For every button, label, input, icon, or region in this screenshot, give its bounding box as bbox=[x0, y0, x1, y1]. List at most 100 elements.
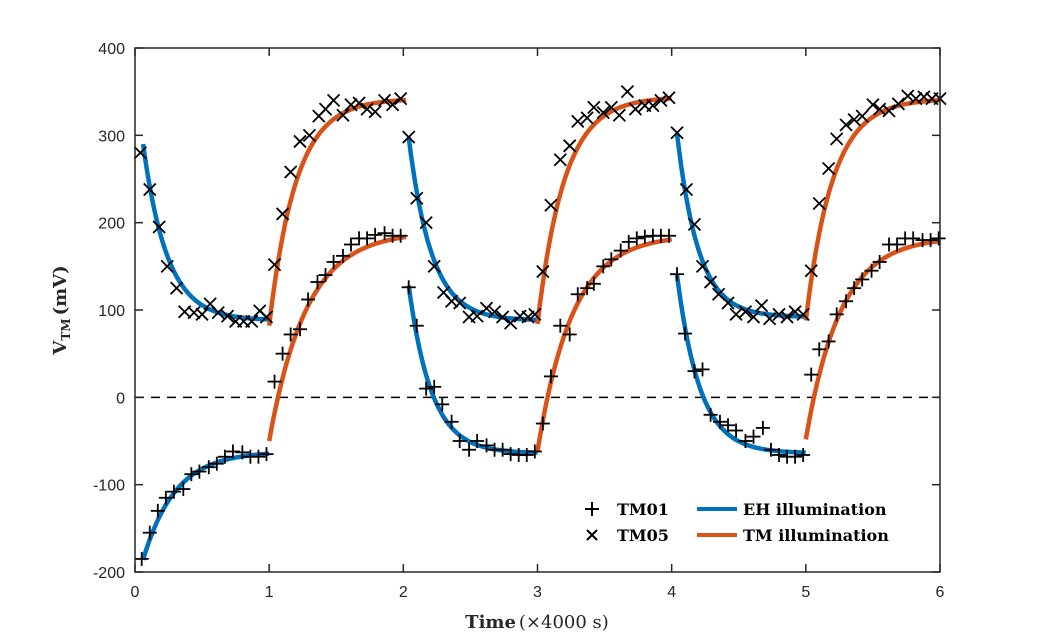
data-point-tm01-66 bbox=[687, 364, 702, 379]
cross-marker-b bbox=[283, 165, 298, 179]
cross-marker-b bbox=[762, 312, 777, 326]
x-tick-label: 4 bbox=[667, 584, 676, 601]
data-point-tm05-86 bbox=[855, 109, 869, 123]
data-point-tm05-78 bbox=[788, 305, 802, 319]
cross-marker-b bbox=[504, 316, 518, 330]
cross-marker-b bbox=[487, 305, 502, 319]
data-point-tm01-52 bbox=[570, 287, 585, 302]
cross-marker-b bbox=[528, 307, 542, 322]
cross-marker-b bbox=[612, 108, 626, 122]
data-point-tm01-32 bbox=[401, 280, 416, 295]
data-point-tm05-29 bbox=[377, 93, 392, 108]
cross-marker-b bbox=[133, 146, 148, 160]
x-tick-label: 5 bbox=[801, 584, 810, 601]
data-point-tm01-40 bbox=[470, 434, 485, 448]
data-point-tm05-74 bbox=[754, 298, 769, 313]
data-point-tm05-61 bbox=[646, 99, 660, 113]
data-point-tm05-0 bbox=[133, 146, 148, 160]
data-point-tm01-48 bbox=[535, 416, 550, 431]
cross-marker-b bbox=[738, 305, 753, 319]
cross-marker-b bbox=[754, 298, 769, 313]
data-point-tm01-41 bbox=[479, 438, 494, 453]
data-point-tm01-34 bbox=[419, 381, 434, 396]
data-point-tm01-82 bbox=[821, 334, 836, 349]
data-point-tm05-23 bbox=[326, 93, 341, 108]
cross-marker-b bbox=[847, 112, 861, 127]
cross-marker-b bbox=[772, 307, 786, 322]
cross-marker-b bbox=[788, 305, 802, 319]
cross-marker-b bbox=[352, 96, 366, 110]
data-point-tm05-80 bbox=[804, 264, 818, 278]
data-point-tm05-43 bbox=[495, 310, 510, 324]
data-point-tm05-72 bbox=[738, 305, 753, 319]
cross-marker-b bbox=[587, 100, 601, 115]
data-point-tm05-87 bbox=[866, 98, 880, 112]
cross-marker-b bbox=[259, 310, 274, 324]
data-point-tm05-15 bbox=[259, 310, 274, 324]
legend-box bbox=[575, 492, 935, 550]
data-point-tm01-70 bbox=[721, 418, 736, 433]
data-point-tm05-37 bbox=[444, 294, 459, 308]
data-point-tm01-1 bbox=[142, 525, 157, 540]
cross-marker-b bbox=[143, 182, 157, 197]
data-point-tm05-35 bbox=[427, 259, 441, 273]
data-point-tm05-54 bbox=[587, 100, 601, 115]
data-point-tm05-79 bbox=[796, 307, 810, 322]
data-point-tm05-58 bbox=[620, 85, 635, 99]
data-point-tm05-40 bbox=[470, 309, 484, 323]
data-point-tm05-7 bbox=[195, 307, 209, 322]
cross-marker-b bbox=[479, 301, 494, 315]
data-point-tm05-92 bbox=[909, 92, 923, 106]
cross-marker-b bbox=[220, 309, 235, 323]
data-point-tm01-0 bbox=[134, 551, 149, 566]
data-point-tm01-28 bbox=[368, 227, 383, 242]
legend: TM01 TM05 EH illumination TM illuminatio… bbox=[575, 492, 935, 550]
data-point-tm01-54 bbox=[586, 276, 601, 291]
data-point-tm01-49 bbox=[543, 369, 558, 384]
data-point-tm05-48 bbox=[536, 264, 550, 279]
data-point-tm01-90 bbox=[890, 237, 905, 252]
cross-marker-b bbox=[444, 294, 459, 308]
data-point-tm01-8 bbox=[201, 460, 216, 475]
data-point-tm05-32 bbox=[402, 130, 416, 144]
cross-marker-b bbox=[796, 307, 810, 322]
cross-marker-b bbox=[187, 305, 201, 320]
data-point-tm01-50 bbox=[553, 318, 568, 333]
data-point-tm01-88 bbox=[872, 254, 887, 269]
data-point-tm05-47 bbox=[528, 307, 542, 322]
legend-tm01-label: TM01 bbox=[617, 500, 669, 519]
data-point-tm01-23 bbox=[326, 254, 341, 269]
data-point-tm05-18 bbox=[283, 165, 298, 179]
data-point-tm05-4 bbox=[169, 281, 184, 295]
data-point-tm01-55 bbox=[596, 259, 611, 274]
data-point-tm05-16 bbox=[267, 257, 282, 272]
data-point-tm05-73 bbox=[746, 310, 761, 324]
data-point-tm05-46 bbox=[521, 310, 535, 324]
cross-marker-b bbox=[721, 296, 735, 310]
cross-marker-b bbox=[679, 182, 694, 197]
data-point-tm01-17 bbox=[275, 346, 290, 361]
y-tick-label: 400 bbox=[98, 41, 125, 58]
cross-marker-b bbox=[563, 139, 577, 153]
data-point-tm01-72 bbox=[738, 434, 753, 448]
data-point-tm01-14 bbox=[251, 449, 266, 464]
cross-marker-b bbox=[419, 216, 433, 230]
cross-marker-b bbox=[326, 93, 341, 108]
data-point-tm05-38 bbox=[453, 296, 467, 310]
legend-eh-label: EH illumination bbox=[743, 500, 887, 519]
data-point-tm05-51 bbox=[563, 139, 577, 153]
cross-marker-b bbox=[169, 281, 184, 295]
data-point-tm01-87 bbox=[864, 263, 879, 278]
cross-marker-b bbox=[891, 97, 906, 111]
data-point-tm05-70 bbox=[721, 296, 735, 310]
cross-marker-b bbox=[402, 130, 416, 144]
data-point-tm01-86 bbox=[855, 272, 870, 287]
cross-marker-b bbox=[495, 310, 510, 324]
data-point-tm05-83 bbox=[830, 132, 844, 146]
data-point-tm01-25 bbox=[344, 237, 359, 252]
data-point-tm05-66 bbox=[687, 217, 702, 232]
cross-marker-b bbox=[596, 105, 610, 120]
y-axis-label: VTM(mV) bbox=[50, 265, 73, 355]
data-point-tm05-9 bbox=[211, 305, 225, 320]
